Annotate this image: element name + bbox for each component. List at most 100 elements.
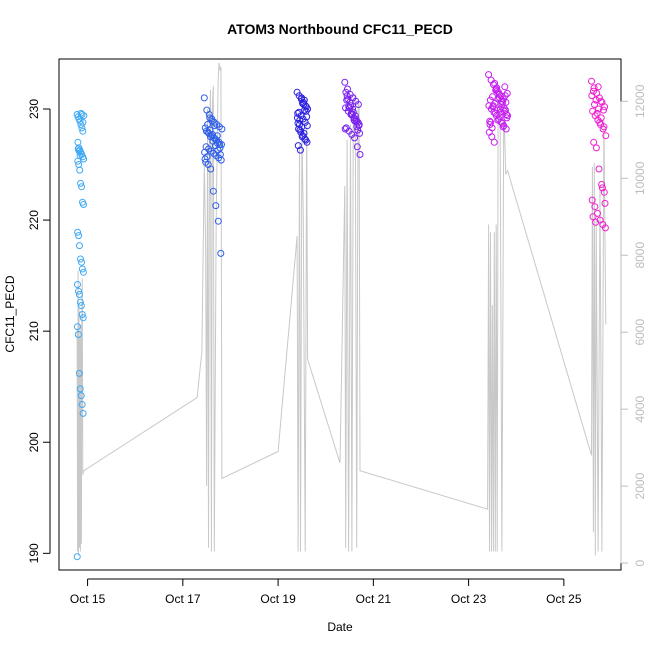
data-point xyxy=(591,101,598,108)
data-point xyxy=(78,183,86,191)
data-point xyxy=(595,165,603,173)
data-point xyxy=(494,95,502,103)
x-axis-label: Date xyxy=(327,620,353,634)
data-point xyxy=(501,83,509,91)
data-point xyxy=(79,409,87,417)
data-point xyxy=(77,179,85,187)
altitude-line-layer xyxy=(76,62,607,556)
data-point xyxy=(302,136,310,144)
data-point xyxy=(76,242,83,250)
y2-tick-label: 6000 xyxy=(633,319,647,346)
data-point xyxy=(345,103,353,111)
y-tick-label: 200 xyxy=(27,432,41,452)
data-point xyxy=(596,118,604,126)
data-point xyxy=(216,141,224,148)
data-point xyxy=(601,224,609,232)
data-point xyxy=(597,97,605,105)
data-point xyxy=(589,87,597,95)
data-point xyxy=(501,92,509,100)
data-point xyxy=(344,85,351,93)
data-point xyxy=(75,232,83,240)
data-point xyxy=(201,155,209,163)
data-point xyxy=(298,94,306,102)
data-point xyxy=(75,147,83,155)
data-point xyxy=(503,89,511,97)
data-point xyxy=(342,88,350,96)
data-point xyxy=(589,213,597,221)
data-point xyxy=(601,103,609,111)
data-point xyxy=(74,331,82,338)
data-point xyxy=(486,117,494,125)
x-tick-label: Oct 23 xyxy=(451,592,487,606)
data-point xyxy=(588,77,595,85)
y2-tick-label: 0 xyxy=(633,559,647,566)
data-point xyxy=(356,151,364,158)
y-axis-label: CFC11_PECD xyxy=(3,275,17,352)
data-point xyxy=(76,166,84,174)
data-point xyxy=(216,151,224,158)
data-point xyxy=(212,202,220,210)
data-point xyxy=(207,165,215,173)
data-point xyxy=(78,111,86,118)
data-point xyxy=(597,114,605,122)
y-tick-label: 210 xyxy=(27,321,41,341)
data-point xyxy=(600,188,608,196)
data-point xyxy=(353,143,361,151)
data-point xyxy=(600,106,607,114)
data-point xyxy=(77,302,85,310)
data-point xyxy=(600,123,608,131)
data-point xyxy=(293,114,301,122)
data-point xyxy=(77,109,85,117)
data-point xyxy=(73,323,81,331)
altitude-line xyxy=(76,62,607,556)
data-point xyxy=(344,95,352,103)
data-point xyxy=(598,184,606,192)
y-tick-label: 230 xyxy=(27,99,41,119)
y2-tick-label: 12000 xyxy=(633,84,647,118)
data-point xyxy=(296,116,304,124)
data-point xyxy=(77,121,85,128)
points-layer xyxy=(73,71,610,561)
data-point xyxy=(492,86,500,94)
data-point xyxy=(354,126,362,134)
data-point xyxy=(74,281,81,288)
data-point xyxy=(217,249,225,257)
data-point xyxy=(601,199,609,207)
data-point xyxy=(588,196,596,204)
y2-tick-label: 2000 xyxy=(633,472,647,499)
data-point xyxy=(76,298,84,306)
y2-tick-label: 10000 xyxy=(633,161,647,195)
data-point xyxy=(75,291,83,298)
data-point xyxy=(489,102,497,110)
x-tick-label: Oct 17 xyxy=(165,592,201,606)
data-point xyxy=(294,142,302,150)
data-point xyxy=(73,553,81,561)
data-point xyxy=(75,369,83,377)
data-point xyxy=(486,96,494,104)
data-point xyxy=(490,138,498,146)
data-point xyxy=(598,181,606,188)
data-point xyxy=(592,144,600,152)
data-point xyxy=(75,287,82,295)
data-point xyxy=(590,138,598,146)
data-point xyxy=(496,105,504,113)
data-point xyxy=(79,127,87,135)
data-point xyxy=(298,123,306,131)
data-point xyxy=(592,218,600,226)
data-point xyxy=(203,153,211,161)
data-point xyxy=(76,385,84,393)
data-point xyxy=(594,209,601,217)
data-point xyxy=(341,125,349,133)
data-point xyxy=(591,203,599,211)
data-point xyxy=(296,121,303,128)
data-point xyxy=(294,109,302,117)
data-point xyxy=(216,144,224,152)
data-point xyxy=(77,255,84,263)
data-point xyxy=(343,92,351,100)
data-point xyxy=(213,132,221,140)
data-point xyxy=(74,138,82,146)
data-point xyxy=(354,101,362,108)
data-point xyxy=(78,311,86,318)
data-point xyxy=(293,88,301,96)
